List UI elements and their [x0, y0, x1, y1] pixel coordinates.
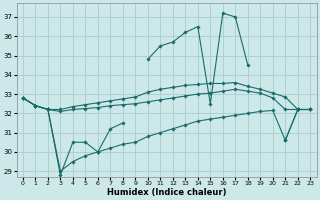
X-axis label: Humidex (Indice chaleur): Humidex (Indice chaleur): [107, 188, 226, 197]
